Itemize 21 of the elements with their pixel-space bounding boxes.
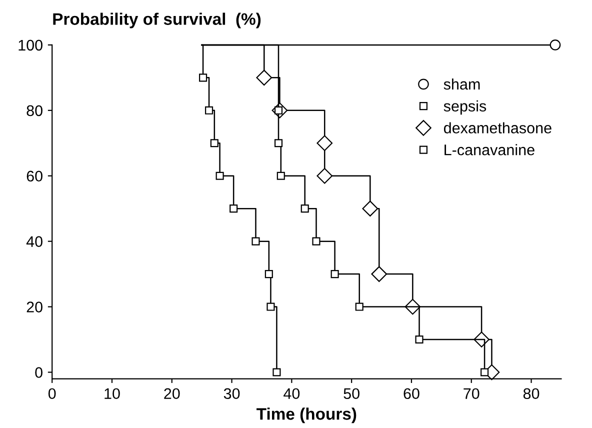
y-axis-title: Probability of survival (%) <box>53 12 261 28</box>
x-tick-label: 10 <box>104 388 120 400</box>
x-tick-label: 20 <box>164 388 180 400</box>
y-tick-label: 60 <box>26 170 42 182</box>
x-tick-label: 80 <box>523 388 540 400</box>
x-tick-label: 70 <box>464 388 480 400</box>
legend-label: sham <box>444 78 480 90</box>
x-tick-label: 50 <box>344 388 360 400</box>
x-tick-label: 60 <box>404 388 420 400</box>
x-tick-label: 40 <box>284 388 300 400</box>
x-tick-label: 30 <box>224 388 240 400</box>
legend-label: sepsis <box>444 100 486 115</box>
y-tick-label: 80 <box>26 105 42 116</box>
legend-label: L-canavanine <box>444 144 534 156</box>
y-tick-label: 20 <box>26 302 42 312</box>
x-axis-title: Time (hours) <box>256 408 356 424</box>
y-tick-label: 40 <box>26 236 42 248</box>
x-tick-label: 0 <box>48 388 56 400</box>
legend-label: dexamethasone <box>444 122 552 134</box>
y-tick-label: 0 <box>35 367 42 378</box>
y-tick-label: 100 <box>18 40 42 51</box>
